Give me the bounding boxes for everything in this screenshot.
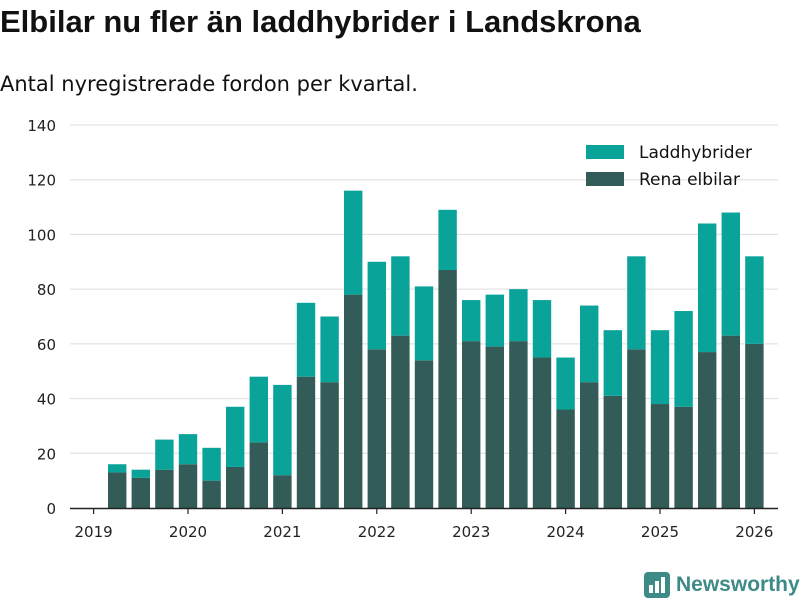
x-tick-label: 2022 [358, 523, 396, 541]
bar-laddhybrider [745, 256, 764, 344]
bar-laddhybrider [721, 212, 741, 336]
bar-rena-elbilar [438, 269, 457, 508]
bar-rena-elbilar [532, 357, 552, 508]
y-tick-label: 40 [37, 391, 56, 409]
bar-rena-elbilar [579, 382, 599, 508]
bar-rena-elbilar [509, 341, 528, 508]
legend-label-rena-elbilar: Rena elbilar [639, 170, 740, 190]
bars [107, 190, 764, 508]
bar-laddhybrider [485, 294, 505, 347]
x-tick-label: 2020 [169, 523, 207, 541]
bar-laddhybrider [414, 286, 434, 361]
legend: Laddhybrider Rena elbilar [586, 143, 752, 190]
y-tick-label: 140 [27, 117, 56, 135]
bar-rena-elbilar [296, 376, 316, 508]
bar-rena-elbilar [461, 341, 481, 508]
bar-rena-elbilar [603, 395, 623, 508]
x-tick-label: 2023 [452, 523, 490, 541]
y-tick-label: 100 [27, 226, 56, 244]
bar-rena-elbilar [721, 335, 741, 508]
legend-label-laddhybrider: Laddhybrider [639, 143, 752, 163]
y-tick-label: 0 [46, 500, 56, 518]
x-tick-label: 2025 [641, 523, 679, 541]
brand-logo: Newsworthy [644, 570, 800, 600]
bar-laddhybrider [461, 300, 481, 342]
bar-laddhybrider [107, 464, 127, 473]
bar-laddhybrider [556, 357, 575, 410]
bar-rena-elbilar [107, 472, 127, 508]
bar-rena-elbilar [178, 464, 198, 508]
bar-laddhybrider [627, 256, 646, 350]
bar-rena-elbilar [155, 469, 174, 508]
bar-laddhybrider [532, 300, 552, 358]
legend-swatch-rena-elbilar [586, 172, 624, 186]
bar-laddhybrider [178, 434, 198, 465]
bar-rena-elbilar [414, 360, 434, 508]
bar-laddhybrider [603, 330, 623, 396]
bar-rena-elbilar [343, 294, 363, 508]
bar-rena-elbilar [627, 349, 646, 508]
bar-laddhybrider [650, 330, 670, 405]
bar-laddhybrider [697, 223, 717, 353]
bar-laddhybrider [391, 256, 410, 336]
y-tick-label: 20 [37, 445, 56, 463]
x-tick-label: 2026 [735, 523, 773, 541]
bar-rena-elbilar [131, 477, 151, 508]
bar-rena-elbilar [320, 382, 339, 508]
y-tick-label: 80 [37, 281, 56, 299]
bar-laddhybrider [225, 406, 245, 467]
bar-rena-elbilar [202, 480, 221, 508]
bar-rena-elbilar [556, 409, 575, 508]
bar-laddhybrider [674, 311, 693, 407]
legend-swatch-laddhybrider [586, 145, 624, 159]
bar-laddhybrider [131, 469, 151, 478]
bar-rena-elbilar [650, 404, 670, 508]
y-tick-label: 120 [27, 172, 56, 190]
bar-laddhybrider [202, 447, 221, 481]
bar-rena-elbilar [273, 475, 292, 508]
x-tick-label: 2021 [263, 523, 301, 541]
bar-rena-elbilar [249, 442, 269, 508]
bar-rena-elbilar [485, 346, 505, 508]
bar-laddhybrider [343, 190, 363, 295]
x-axis-ticks: 2019 2020 2021 2022 2023 2024 2025 2026 [75, 508, 773, 541]
newsworthy-logo-icon [644, 572, 670, 598]
y-tick-label: 60 [37, 336, 56, 354]
bar-laddhybrider [509, 289, 528, 342]
bar-rena-elbilar [697, 352, 717, 508]
bar-laddhybrider [249, 376, 269, 443]
bar-laddhybrider [273, 384, 292, 476]
brand-name: Newsworthy [676, 573, 800, 596]
bar-rena-elbilar [225, 466, 245, 508]
chart-title: Elbilar nu fler än laddhybrider i Landsk… [0, 4, 641, 39]
bar-rena-elbilar [745, 343, 764, 508]
bar-laddhybrider [438, 209, 457, 270]
bar-laddhybrider [320, 316, 339, 383]
bar-laddhybrider [155, 439, 174, 470]
x-tick-label: 2024 [547, 523, 585, 541]
y-axis-tick-labels: 0 20 40 60 80 100 120 140 [27, 117, 56, 518]
bar-rena-elbilar [674, 406, 693, 508]
bar-laddhybrider [296, 302, 316, 377]
bar-rena-elbilar [367, 349, 387, 508]
bar-laddhybrider [579, 305, 599, 383]
x-tick-label: 2019 [75, 523, 113, 541]
bar-laddhybrider [367, 261, 387, 350]
bar-rena-elbilar [391, 335, 410, 508]
chart-subtitle: Antal nyregistrerade fordon per kvartal. [0, 72, 418, 96]
